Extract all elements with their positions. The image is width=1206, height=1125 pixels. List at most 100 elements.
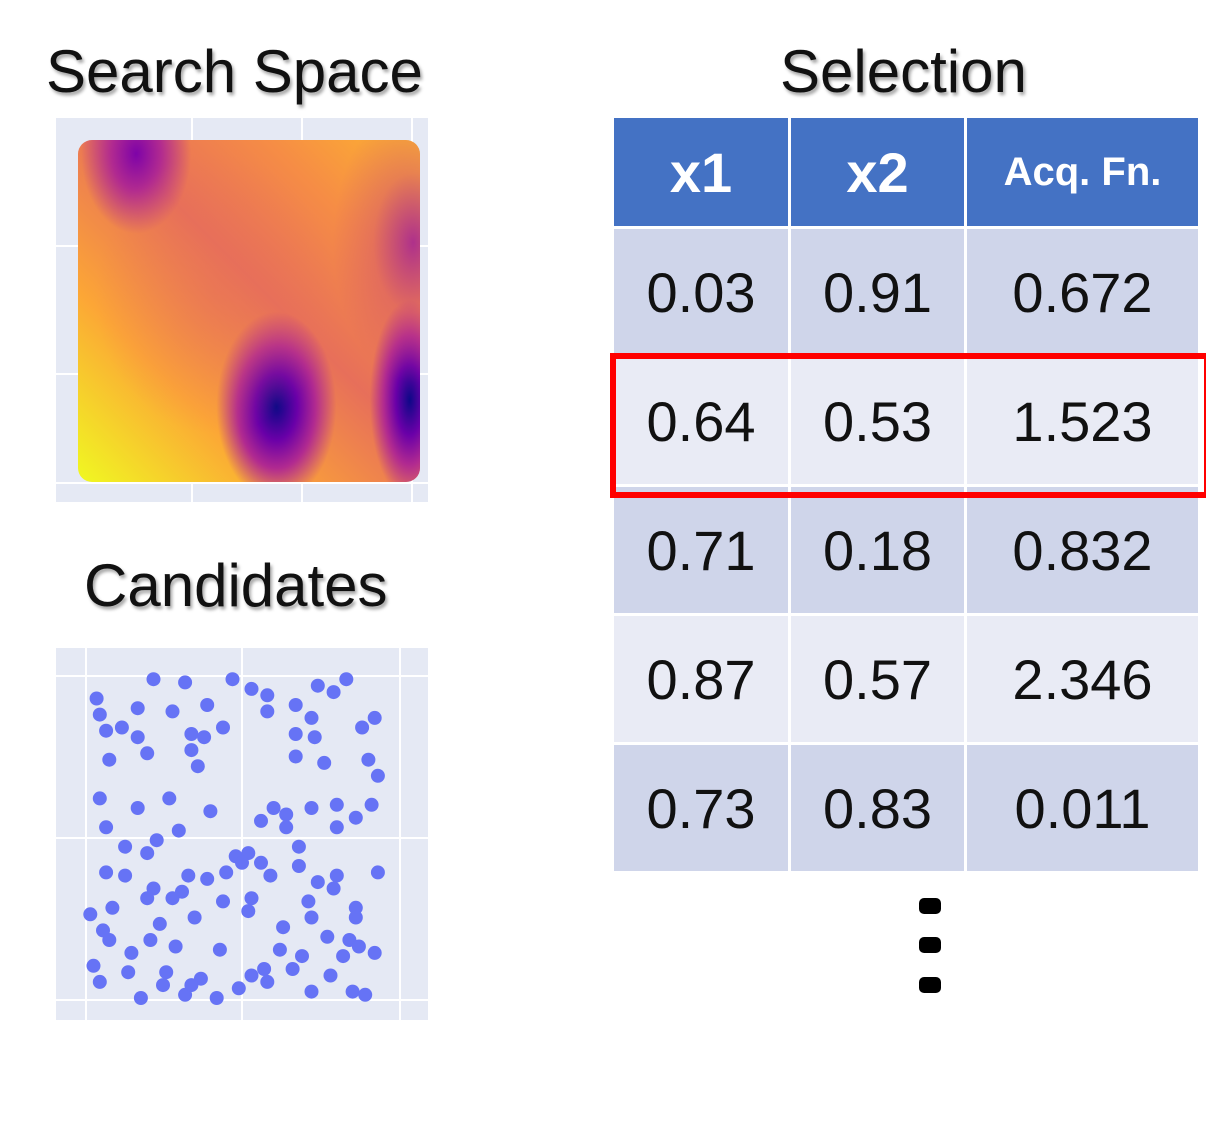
candidate-point <box>184 743 199 758</box>
candidate-point <box>89 691 104 706</box>
candidate-point <box>272 942 287 957</box>
candidate-point <box>130 801 145 815</box>
candidate-point <box>370 768 385 783</box>
candidate-point <box>279 807 294 822</box>
cell-acq-fn: 0.011 <box>967 745 1198 874</box>
candidate-point <box>99 723 114 738</box>
candidate-point <box>118 839 133 854</box>
candidate-point <box>184 978 199 993</box>
candidates-scatter <box>56 648 428 1020</box>
candidate-point <box>140 846 155 861</box>
candidate-point <box>92 791 107 806</box>
candidate-point <box>203 804 218 819</box>
table-row: 0.71 0.18 0.832 <box>614 487 1198 616</box>
candidate-point <box>351 939 366 954</box>
column-header-x2: x2 <box>791 118 967 229</box>
candidate-point <box>326 881 341 896</box>
candidate-point <box>171 823 186 838</box>
candidate-point <box>178 675 193 690</box>
candidate-point <box>276 920 291 935</box>
column-header-acq-fn: Acq. Fn. <box>967 118 1198 229</box>
candidate-point <box>102 933 117 947</box>
candidate-point <box>367 710 382 725</box>
candidate-point <box>263 868 278 883</box>
search-space-title: Search Space <box>46 38 423 105</box>
cell-x2: 0.91 <box>791 229 967 358</box>
candidate-point <box>285 962 300 976</box>
candidate-point <box>241 904 256 919</box>
candidate-point <box>102 752 117 767</box>
selection-table: x1 x2 Acq. Fn. 0.03 0.91 0.672 0.64 0.53… <box>614 118 1198 874</box>
candidate-point <box>99 820 114 835</box>
candidate-point <box>348 900 363 915</box>
table-row-selected: 0.64 0.53 1.523 <box>614 358 1198 487</box>
candidate-point <box>92 707 107 722</box>
candidate-point <box>254 855 268 870</box>
candidate-point <box>156 978 170 993</box>
candidate-point <box>130 730 145 745</box>
ellipsis-dot <box>919 977 941 993</box>
candidate-point <box>209 991 224 1005</box>
candidate-point <box>257 962 272 976</box>
candidate-point <box>197 730 212 745</box>
candidate-point <box>190 759 205 774</box>
candidate-point <box>140 746 155 761</box>
candidate-point <box>235 855 249 870</box>
candidate-point <box>165 704 180 719</box>
candidate-point <box>200 871 215 886</box>
candidate-point <box>143 933 158 947</box>
candidate-point <box>152 916 167 931</box>
cell-acq-fn: 0.672 <box>967 229 1198 358</box>
candidate-point <box>323 968 338 983</box>
cell-x2: 0.18 <box>791 487 967 616</box>
candidate-point <box>200 698 215 712</box>
candidate-point <box>231 981 246 996</box>
candidate-point <box>345 984 360 999</box>
candidate-point <box>140 891 155 906</box>
candidate-point <box>260 974 275 989</box>
candidate-point <box>317 755 332 770</box>
candidate-point <box>219 865 234 880</box>
candidate-point <box>244 968 259 983</box>
candidate-point <box>216 894 230 909</box>
candidate-point <box>304 801 319 815</box>
cell-acq-fn: 1.523 <box>967 358 1198 487</box>
candidate-point <box>310 875 325 890</box>
candidate-point <box>260 688 275 703</box>
candidate-point <box>121 965 136 980</box>
candidate-point <box>118 868 133 883</box>
cell-x2: 0.57 <box>791 616 967 745</box>
cell-x1: 0.87 <box>614 616 791 745</box>
candidate-point <box>361 752 376 767</box>
candidate-point <box>216 720 230 735</box>
candidate-point <box>165 891 180 906</box>
candidate-point <box>329 797 344 812</box>
candidate-point <box>244 891 259 906</box>
candidate-point <box>279 820 294 835</box>
candidate-point <box>288 727 303 741</box>
candidate-point <box>329 868 344 883</box>
candidate-point <box>168 939 183 954</box>
candidate-point <box>288 698 303 712</box>
candidate-point <box>92 974 107 989</box>
candidate-point <box>225 672 240 687</box>
candidate-point <box>181 868 196 883</box>
cell-x1: 0.64 <box>614 358 791 487</box>
search-space-heatmap <box>56 118 428 502</box>
candidate-point <box>367 945 382 960</box>
candidate-point <box>149 833 164 848</box>
cell-acq-fn: 0.832 <box>967 487 1198 616</box>
candidate-point <box>329 820 344 835</box>
candidate-point <box>162 791 177 806</box>
candidates-title: Candidates <box>84 552 388 619</box>
candidate-point <box>307 730 322 745</box>
candidate-point <box>133 991 148 1005</box>
candidate-point <box>105 900 120 915</box>
candidate-point <box>187 910 202 925</box>
cell-x2: 0.83 <box>791 745 967 874</box>
candidate-point <box>326 685 341 700</box>
candidate-point <box>266 801 281 815</box>
candidate-point <box>244 681 259 696</box>
candidate-point <box>114 720 129 735</box>
heatmap-surface <box>78 140 420 482</box>
